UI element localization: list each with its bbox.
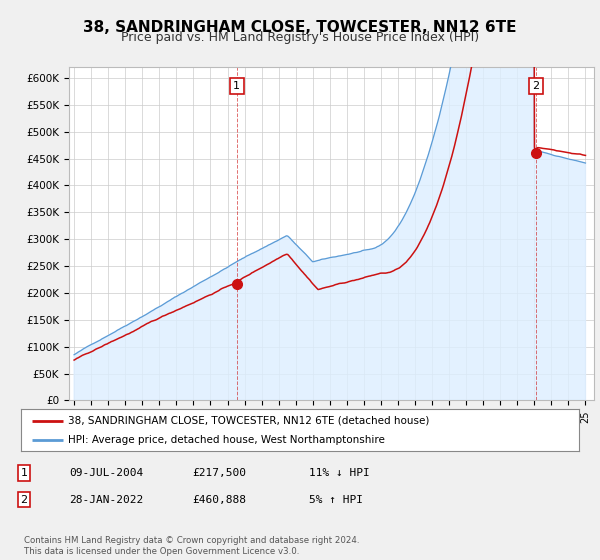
Text: £460,888: £460,888 (192, 494, 246, 505)
Text: 1: 1 (233, 81, 240, 91)
Text: 38, SANDRINGHAM CLOSE, TOWCESTER, NN12 6TE: 38, SANDRINGHAM CLOSE, TOWCESTER, NN12 6… (83, 20, 517, 35)
Text: £217,500: £217,500 (192, 468, 246, 478)
Text: Contains HM Land Registry data © Crown copyright and database right 2024.
This d: Contains HM Land Registry data © Crown c… (24, 536, 359, 556)
Text: HPI: Average price, detached house, West Northamptonshire: HPI: Average price, detached house, West… (68, 435, 385, 445)
Text: 28-JAN-2022: 28-JAN-2022 (69, 494, 143, 505)
Text: 2: 2 (20, 494, 28, 505)
Text: 2: 2 (532, 81, 539, 91)
Text: 1: 1 (20, 468, 28, 478)
Text: 38, SANDRINGHAM CLOSE, TOWCESTER, NN12 6TE (detached house): 38, SANDRINGHAM CLOSE, TOWCESTER, NN12 6… (68, 416, 430, 426)
Text: Price paid vs. HM Land Registry's House Price Index (HPI): Price paid vs. HM Land Registry's House … (121, 31, 479, 44)
Text: 09-JUL-2004: 09-JUL-2004 (69, 468, 143, 478)
Text: 11% ↓ HPI: 11% ↓ HPI (309, 468, 370, 478)
Text: 5% ↑ HPI: 5% ↑ HPI (309, 494, 363, 505)
